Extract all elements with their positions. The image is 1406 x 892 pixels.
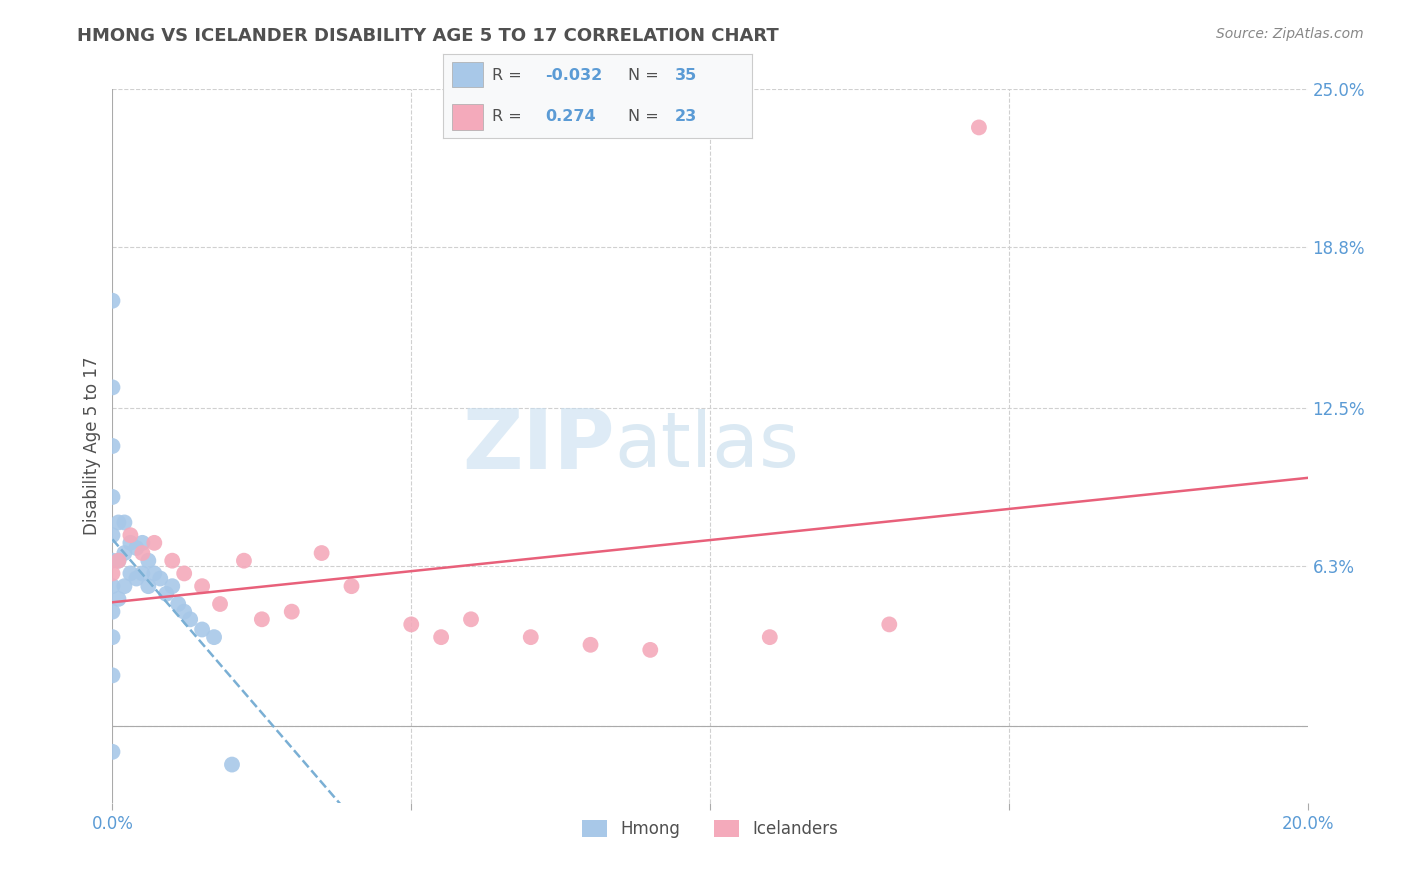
Point [191, 623, 214, 637]
Point [101, 439, 124, 453]
Point [143, 566, 166, 581]
Point [879, 617, 901, 632]
Point [340, 579, 363, 593]
Point [138, 554, 160, 568]
Point [101, 605, 124, 619]
Point [579, 638, 602, 652]
Text: R =: R = [492, 109, 527, 124]
Point [114, 579, 135, 593]
Text: Source: ZipAtlas.com: Source: ZipAtlas.com [1216, 27, 1364, 41]
Point [107, 516, 129, 530]
Text: 35: 35 [675, 68, 697, 83]
Point [162, 554, 183, 568]
Point [430, 630, 453, 644]
Text: N =: N = [628, 68, 665, 83]
Legend: Hmong, Icelanders: Hmong, Icelanders [575, 813, 845, 845]
Point [640, 643, 662, 657]
Bar [453, 62, 484, 87]
Point [114, 546, 135, 560]
Point [101, 554, 124, 568]
Point [101, 745, 124, 759]
Point [101, 566, 124, 581]
Point [138, 579, 160, 593]
Point [120, 536, 142, 550]
Point [143, 536, 166, 550]
Point [209, 597, 232, 611]
Bar [453, 104, 484, 130]
Point [759, 630, 782, 644]
Point [250, 612, 273, 626]
Point [101, 668, 124, 682]
Text: -0.032: -0.032 [546, 68, 602, 83]
Point [162, 579, 183, 593]
Point [221, 757, 243, 772]
Point [967, 120, 990, 135]
Text: 0.274: 0.274 [546, 109, 596, 124]
Point [107, 591, 129, 606]
Text: ZIP: ZIP [463, 406, 614, 486]
Point [107, 554, 129, 568]
Point [191, 579, 214, 593]
Point [401, 617, 423, 632]
Point [179, 612, 201, 626]
Point [120, 566, 142, 581]
Point [101, 490, 124, 504]
Point [131, 546, 153, 560]
Text: 23: 23 [675, 109, 697, 124]
Text: HMONG VS ICELANDER DISABILITY AGE 5 TO 17 CORRELATION CHART: HMONG VS ICELANDER DISABILITY AGE 5 TO 1… [77, 27, 779, 45]
Point [281, 605, 304, 619]
Point [125, 572, 148, 586]
Y-axis label: Disability Age 5 to 17: Disability Age 5 to 17 [83, 357, 101, 535]
Point [460, 612, 482, 626]
Point [202, 630, 225, 644]
Point [520, 630, 543, 644]
Point [131, 566, 153, 581]
Text: R =: R = [492, 68, 527, 83]
Text: N =: N = [628, 109, 665, 124]
Point [101, 630, 124, 644]
Point [233, 554, 256, 568]
Point [114, 516, 135, 530]
Point [155, 587, 177, 601]
Point [101, 579, 124, 593]
Point [125, 541, 148, 555]
Point [101, 293, 124, 308]
Point [167, 597, 190, 611]
Point [101, 380, 124, 394]
Point [173, 566, 195, 581]
Point [311, 546, 333, 560]
Point [101, 528, 124, 542]
Point [107, 554, 129, 568]
Text: atlas: atlas [614, 409, 799, 483]
Point [131, 536, 153, 550]
Point [120, 528, 142, 542]
Point [173, 605, 195, 619]
Point [149, 572, 172, 586]
